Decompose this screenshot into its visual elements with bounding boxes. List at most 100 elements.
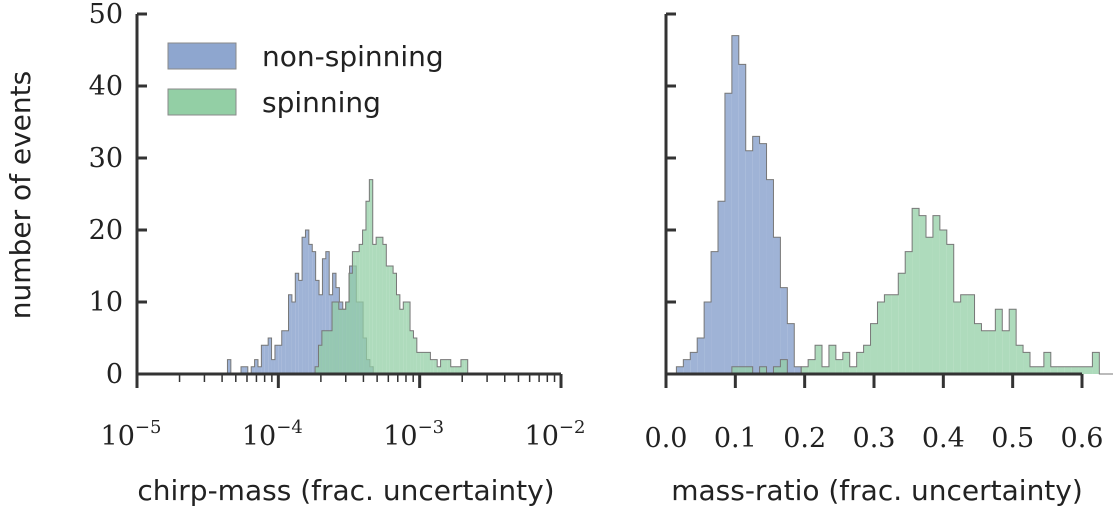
spinning-bar xyxy=(808,359,816,374)
y-tick-label: 40 xyxy=(89,71,123,102)
spinning-bar xyxy=(342,309,346,374)
spinning-bar xyxy=(905,251,913,374)
spinning-bar xyxy=(919,215,926,374)
spinning-outline xyxy=(314,179,469,374)
spinning-bar xyxy=(430,359,434,374)
spinning-bar xyxy=(332,302,336,374)
spinning-bar xyxy=(362,230,366,374)
spinning-bar xyxy=(995,309,1003,374)
spinning-bar xyxy=(1071,366,1079,374)
x-tick-label: 0.2 xyxy=(783,423,826,454)
non-spinning-bar xyxy=(244,366,248,374)
spinning-bar xyxy=(437,366,441,374)
spinning-bar xyxy=(440,359,444,374)
non-spinning-bar xyxy=(690,352,698,374)
spinning-bar xyxy=(328,330,333,374)
spinning-bar xyxy=(372,244,377,374)
x-tick-label: 0.4 xyxy=(922,423,965,454)
non-spinning-bar xyxy=(322,258,326,374)
non-spinning-bar xyxy=(298,280,303,374)
spinning-bar xyxy=(464,359,468,374)
non-spinning-bar xyxy=(683,359,691,374)
spinning-bar xyxy=(376,237,380,374)
non-spinning-bar xyxy=(752,136,760,374)
spinning-bar xyxy=(447,359,451,374)
spinning-bar xyxy=(365,201,370,374)
non-spinning-bar xyxy=(731,35,739,374)
spinning-bar xyxy=(953,302,961,374)
spinning-bar xyxy=(382,244,387,374)
x-tick-label: 0.5 xyxy=(991,423,1034,454)
spinning-bar xyxy=(815,345,822,374)
non-spinning-bar xyxy=(251,366,255,374)
x-tick-label: 10−5 xyxy=(101,417,162,452)
x-tick-labels-right: 0.0 0.1 0.2 0.3 0.4 0.5 0.6 xyxy=(645,423,1104,454)
spinning-bar xyxy=(389,266,394,374)
y-tick-label: 0 xyxy=(106,359,123,390)
y-tick-label: 20 xyxy=(89,215,123,246)
non-spinning-bar xyxy=(780,287,788,374)
spinning-bar xyxy=(393,273,397,374)
non-spinning-bar xyxy=(285,330,289,374)
spinning-bar xyxy=(877,302,885,374)
spinning-bar xyxy=(335,302,339,374)
spinning-bar xyxy=(355,251,360,374)
spinning-bar xyxy=(1002,330,1010,374)
spinning-bar xyxy=(932,215,940,374)
non-spinning-bar xyxy=(288,294,292,374)
non-spinning-bar xyxy=(312,251,316,374)
spinning-histogram-left xyxy=(314,179,469,374)
spinning-bar xyxy=(891,294,899,374)
spinning-bar xyxy=(359,244,363,374)
y-axis-label: number of events xyxy=(4,71,37,319)
non-spinning-bar xyxy=(271,359,275,374)
non-spinning-bar xyxy=(295,273,299,374)
non-spinning-bar xyxy=(264,345,269,374)
spinning-bar xyxy=(406,302,411,374)
non-spinning-bar xyxy=(718,201,725,374)
spinning-bar xyxy=(352,251,356,374)
x-tick-label: 0.3 xyxy=(853,423,896,454)
non-spinning-bar xyxy=(278,345,282,374)
non-spinning-bar xyxy=(315,280,320,374)
spinning-bar xyxy=(898,273,906,374)
spinning-bar xyxy=(460,359,465,374)
non-spinning-bar xyxy=(711,251,718,374)
non-spinning-bar xyxy=(305,230,309,374)
spinning-bar xyxy=(822,366,829,374)
non-spinning-bar xyxy=(787,323,795,374)
spinning-bar xyxy=(731,366,739,374)
non-spinning-bar xyxy=(241,366,245,374)
non-spinning-histogram-right xyxy=(675,35,802,375)
spinning-bar xyxy=(416,352,421,374)
x-tick-label: 10−2 xyxy=(525,417,586,452)
spinning-bar xyxy=(856,352,864,374)
spinning-bar xyxy=(745,366,753,374)
spinning-bar xyxy=(1050,366,1058,374)
non-spinning-bar xyxy=(766,179,774,374)
spinning-bar xyxy=(801,366,809,374)
spinning-bar xyxy=(325,330,329,374)
spinning-bar xyxy=(433,359,438,374)
spinning-bar xyxy=(1043,352,1051,374)
spinning-bar xyxy=(349,273,353,374)
spinning-bar xyxy=(1023,352,1030,374)
y-tick-label: 50 xyxy=(89,0,123,30)
non-spinning-bar xyxy=(261,345,265,374)
spinning-bar xyxy=(884,294,892,374)
x-tick-label: 0.6 xyxy=(1061,423,1104,454)
x-tick-label: 10−4 xyxy=(242,417,303,452)
spinning-bar xyxy=(379,237,383,374)
spinning-bar xyxy=(946,244,954,374)
spinning-bar xyxy=(454,366,458,374)
spinning-bar xyxy=(842,352,850,374)
spinning-histogram-right xyxy=(731,207,1113,375)
spinning-bar xyxy=(403,302,407,374)
spinning-bar xyxy=(427,352,431,374)
x-tick-labels-left: 10−5 10−4 10−3 10−2 xyxy=(101,417,586,452)
x-tick-label: 0.0 xyxy=(645,423,688,454)
legend-label-spinning: spinning xyxy=(262,86,381,119)
mass-ratio-panel: 0.0 0.1 0.2 0.3 0.4 0.5 0.6 mass-ratio (frac. … xyxy=(645,12,1113,507)
non-spinning-bar xyxy=(759,143,767,374)
non-spinning-bar xyxy=(697,338,705,374)
